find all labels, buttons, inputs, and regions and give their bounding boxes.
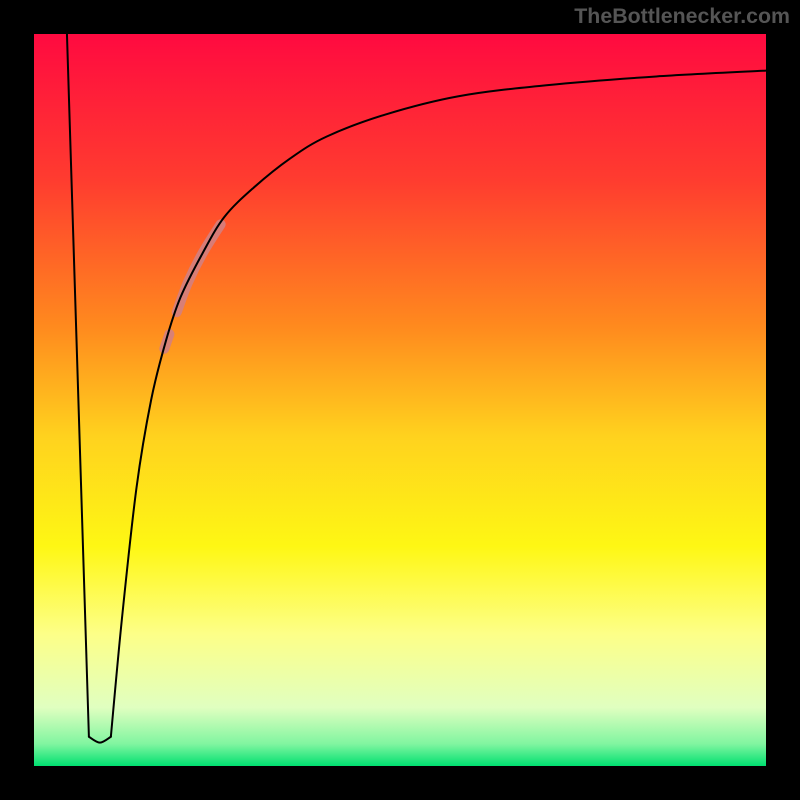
watermark-text: TheBottlenecker.com <box>574 4 790 29</box>
gradient-background <box>34 34 766 766</box>
chart-container: TheBottlenecker.com <box>0 0 800 800</box>
bottleneck-chart <box>0 0 800 800</box>
